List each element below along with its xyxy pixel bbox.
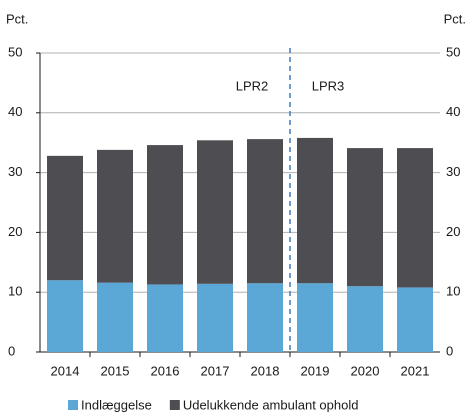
y2-axis-label: Pct.: [444, 11, 466, 26]
bar-segment: [47, 280, 83, 352]
bar-segment: [97, 282, 133, 352]
x-tick-label: 2018: [251, 363, 280, 378]
x-tick-label: 2014: [51, 363, 80, 378]
bar-segment: [147, 145, 183, 285]
y-tick-label: 20: [8, 224, 22, 239]
bar-segment: [397, 287, 433, 352]
x-tick-label: 2016: [151, 363, 180, 378]
y2-tick-label: 10: [446, 284, 460, 299]
y2-tick-label: 40: [446, 104, 460, 119]
y-tick-label: 10: [8, 284, 22, 299]
x-tick-label: 2019: [301, 363, 330, 378]
bar-segment: [397, 148, 433, 288]
y-tick-label: 0: [8, 343, 15, 358]
bar-segment: [347, 148, 383, 287]
y-tick-label: 40: [8, 104, 22, 119]
y2-tick-label: 0: [446, 343, 453, 358]
x-tick-label: 2015: [101, 363, 130, 378]
bar-segment: [347, 286, 383, 352]
x-tick-label: 2021: [401, 363, 430, 378]
x-tick-label: 2020: [351, 363, 380, 378]
bar-segment: [197, 283, 233, 352]
bar-segment: [97, 149, 133, 283]
legend-label: Indlæggelse: [81, 397, 152, 412]
y2-tick-label: 50: [446, 44, 460, 59]
legend-swatch: [169, 400, 180, 410]
legend-label: Udelukkende ambulant ophold: [183, 397, 359, 412]
bar-segment: [47, 155, 83, 281]
annotation: LPR3: [312, 78, 345, 93]
y-axis-label: Pct.: [6, 11, 28, 26]
bar-segment: [297, 283, 333, 352]
y-tick-label: 50: [8, 44, 22, 59]
y2-tick-label: 30: [446, 164, 460, 179]
bar-segment: [147, 284, 183, 352]
y-tick-label: 30: [8, 164, 22, 179]
annotation: LPR2: [236, 78, 269, 93]
bar-segment: [197, 140, 233, 284]
bar-segment: [247, 139, 283, 284]
y2-tick-label: 20: [446, 224, 460, 239]
bar-segment: [247, 283, 283, 352]
bar-segment: [297, 137, 333, 284]
legend-swatch: [68, 400, 78, 410]
x-tick-label: 2017: [201, 363, 230, 378]
